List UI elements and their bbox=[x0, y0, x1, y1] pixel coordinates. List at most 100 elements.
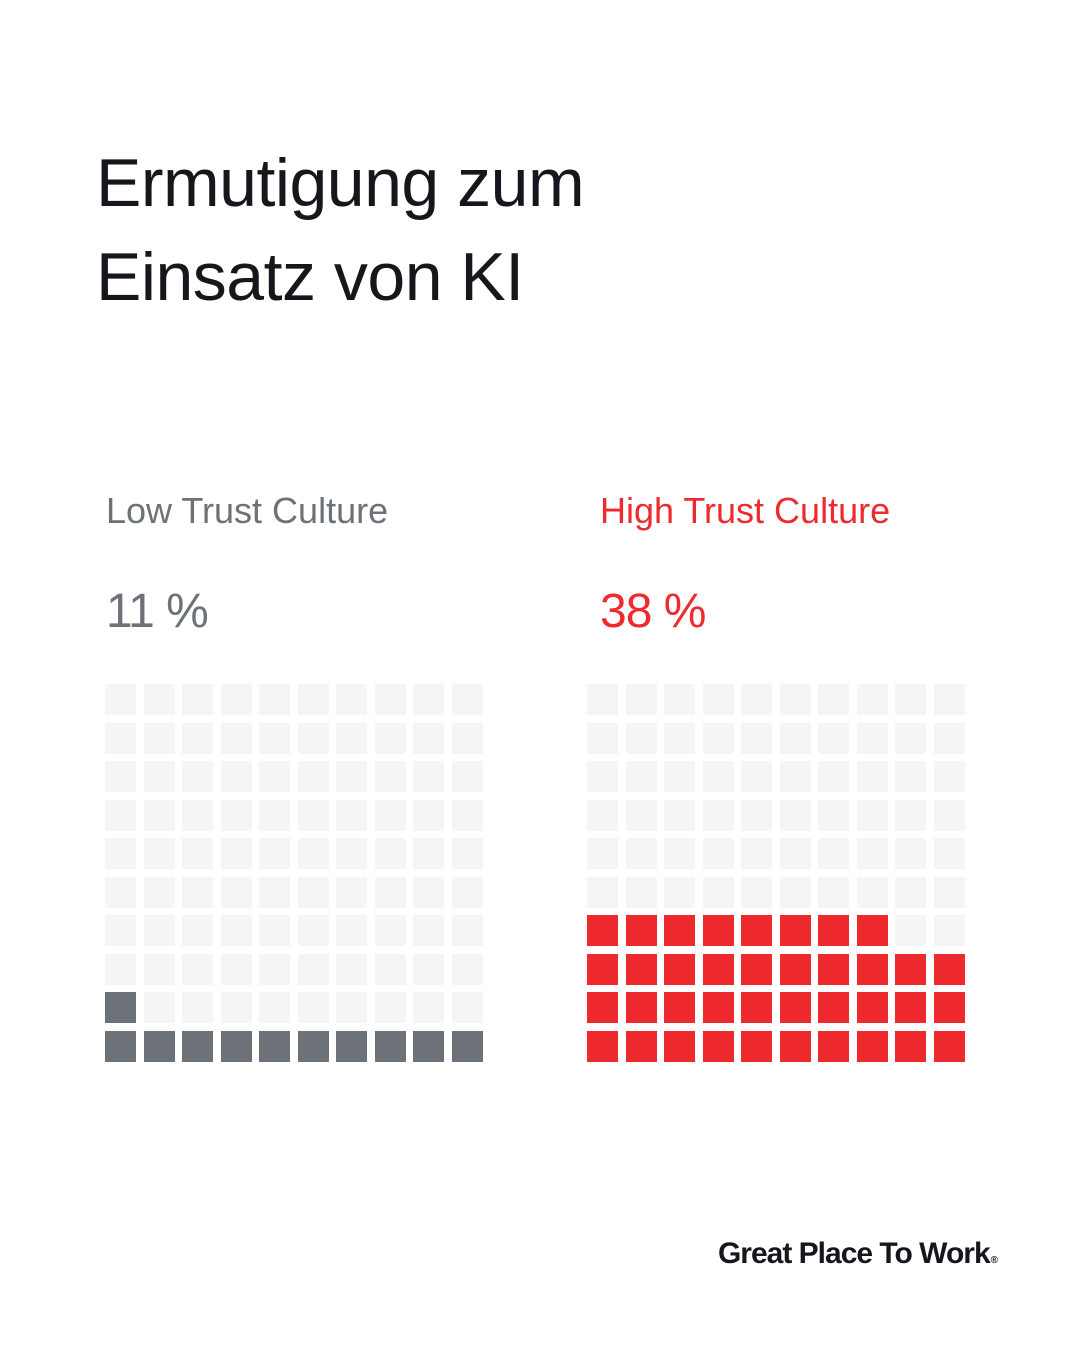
waffle-cell-filled bbox=[741, 954, 772, 985]
waffle-cell-empty bbox=[452, 838, 483, 869]
waffle-cell-empty bbox=[182, 684, 213, 715]
waffle-cell-filled bbox=[375, 1031, 406, 1062]
waffle-cell-filled bbox=[626, 1031, 657, 1062]
waffle-cell-empty bbox=[934, 915, 965, 946]
chart-title-line-1: Ermutigung zum bbox=[96, 145, 585, 221]
waffle-cell-empty bbox=[818, 877, 849, 908]
waffle-cell-filled bbox=[780, 992, 811, 1023]
waffle-cell-empty bbox=[221, 877, 252, 908]
waffle-cell-empty bbox=[895, 723, 926, 754]
waffle-cell-empty bbox=[298, 877, 329, 908]
chart-title-line-2: Einsatz von KI bbox=[96, 239, 524, 315]
high-trust-value: 38 % bbox=[600, 585, 706, 638]
waffle-cell-empty bbox=[626, 761, 657, 792]
waffle-cell-empty bbox=[452, 684, 483, 715]
waffle-cell-empty bbox=[895, 761, 926, 792]
waffle-cell-empty bbox=[741, 838, 772, 869]
waffle-cell-empty bbox=[105, 915, 136, 946]
waffle-cell-empty bbox=[298, 723, 329, 754]
waffle-cell-filled bbox=[895, 954, 926, 985]
waffle-cell-empty bbox=[375, 877, 406, 908]
waffle-cell-filled bbox=[587, 992, 618, 1023]
waffle-cell-empty bbox=[182, 915, 213, 946]
waffle-cell-empty bbox=[452, 992, 483, 1023]
waffle-cell-empty bbox=[741, 684, 772, 715]
waffle-cell-empty bbox=[105, 954, 136, 985]
waffle-cell-empty bbox=[664, 684, 695, 715]
waffle-cell-filled bbox=[259, 1031, 290, 1062]
waffle-cell-empty bbox=[298, 761, 329, 792]
waffle-cell-filled bbox=[182, 1031, 213, 1062]
waffle-cell-empty bbox=[105, 800, 136, 831]
registered-mark: ® bbox=[990, 1255, 998, 1266]
waffle-cell-empty bbox=[452, 877, 483, 908]
waffle-cell-empty bbox=[857, 723, 888, 754]
waffle-cell-empty bbox=[818, 838, 849, 869]
waffle-cell-empty bbox=[182, 800, 213, 831]
waffle-cell-filled bbox=[587, 1031, 618, 1062]
waffle-cell-filled bbox=[857, 1031, 888, 1062]
waffle-cell-empty bbox=[336, 761, 367, 792]
waffle-cell-empty bbox=[221, 684, 252, 715]
waffle-cell-empty bbox=[857, 838, 888, 869]
waffle-cell-empty bbox=[144, 761, 175, 792]
waffle-cell-filled bbox=[587, 915, 618, 946]
waffle-cell-filled bbox=[741, 1031, 772, 1062]
waffle-cell-empty bbox=[818, 684, 849, 715]
waffle-cell-empty bbox=[144, 877, 175, 908]
waffle-cell-empty bbox=[626, 877, 657, 908]
waffle-cell-empty bbox=[664, 723, 695, 754]
waffle-cell-empty bbox=[857, 800, 888, 831]
waffle-cell-empty bbox=[336, 954, 367, 985]
waffle-cell-empty bbox=[780, 684, 811, 715]
waffle-cell-empty bbox=[259, 761, 290, 792]
waffle-cell-filled bbox=[818, 1031, 849, 1062]
waffle-cell-empty bbox=[413, 800, 444, 831]
waffle-cell-filled bbox=[895, 992, 926, 1023]
waffle-cell-filled bbox=[336, 1031, 367, 1062]
waffle-cell-empty bbox=[259, 684, 290, 715]
waffle-cell-empty bbox=[259, 723, 290, 754]
waffle-cell-empty bbox=[336, 877, 367, 908]
waffle-cell-empty bbox=[413, 838, 444, 869]
waffle-cell-empty bbox=[336, 992, 367, 1023]
waffle-cell-empty bbox=[298, 954, 329, 985]
waffle-cell-filled bbox=[221, 1031, 252, 1062]
waffle-cell-empty bbox=[375, 954, 406, 985]
waffle-cell-empty bbox=[413, 761, 444, 792]
waffle-cell-empty bbox=[857, 761, 888, 792]
waffle-cell-empty bbox=[144, 915, 175, 946]
waffle-cell-empty bbox=[452, 800, 483, 831]
waffle-cell-empty bbox=[818, 723, 849, 754]
waffle-cell-empty bbox=[259, 800, 290, 831]
waffle-cell-empty bbox=[780, 838, 811, 869]
waffle-cell-empty bbox=[298, 915, 329, 946]
waffle-cell-filled bbox=[703, 1031, 734, 1062]
waffle-cell-empty bbox=[259, 915, 290, 946]
waffle-cell-empty bbox=[934, 684, 965, 715]
waffle-cell-filled bbox=[626, 954, 657, 985]
waffle-cell-empty bbox=[934, 723, 965, 754]
waffle-cell-filled bbox=[818, 992, 849, 1023]
waffle-cell-empty bbox=[895, 684, 926, 715]
waffle-cell-empty bbox=[259, 954, 290, 985]
waffle-cell-filled bbox=[703, 992, 734, 1023]
waffle-cell-empty bbox=[626, 838, 657, 869]
waffle-cell-empty bbox=[587, 761, 618, 792]
waffle-cell-empty bbox=[741, 723, 772, 754]
waffle-cell-empty bbox=[934, 838, 965, 869]
waffle-cell-empty bbox=[452, 723, 483, 754]
waffle-cell-empty bbox=[182, 723, 213, 754]
waffle-cell-empty bbox=[259, 992, 290, 1023]
waffle-cell-empty bbox=[375, 800, 406, 831]
chart-title: Ermutigung zum Einsatz von KI bbox=[96, 136, 896, 324]
waffle-cell-filled bbox=[780, 915, 811, 946]
waffle-cell-empty bbox=[182, 992, 213, 1023]
waffle-cell-filled bbox=[934, 1031, 965, 1062]
waffle-cell-filled bbox=[144, 1031, 175, 1062]
waffle-cell-empty bbox=[144, 992, 175, 1023]
waffle-cell-empty bbox=[934, 761, 965, 792]
waffle-cell-filled bbox=[818, 915, 849, 946]
waffle-cell-empty bbox=[413, 915, 444, 946]
waffle-cell-filled bbox=[818, 954, 849, 985]
